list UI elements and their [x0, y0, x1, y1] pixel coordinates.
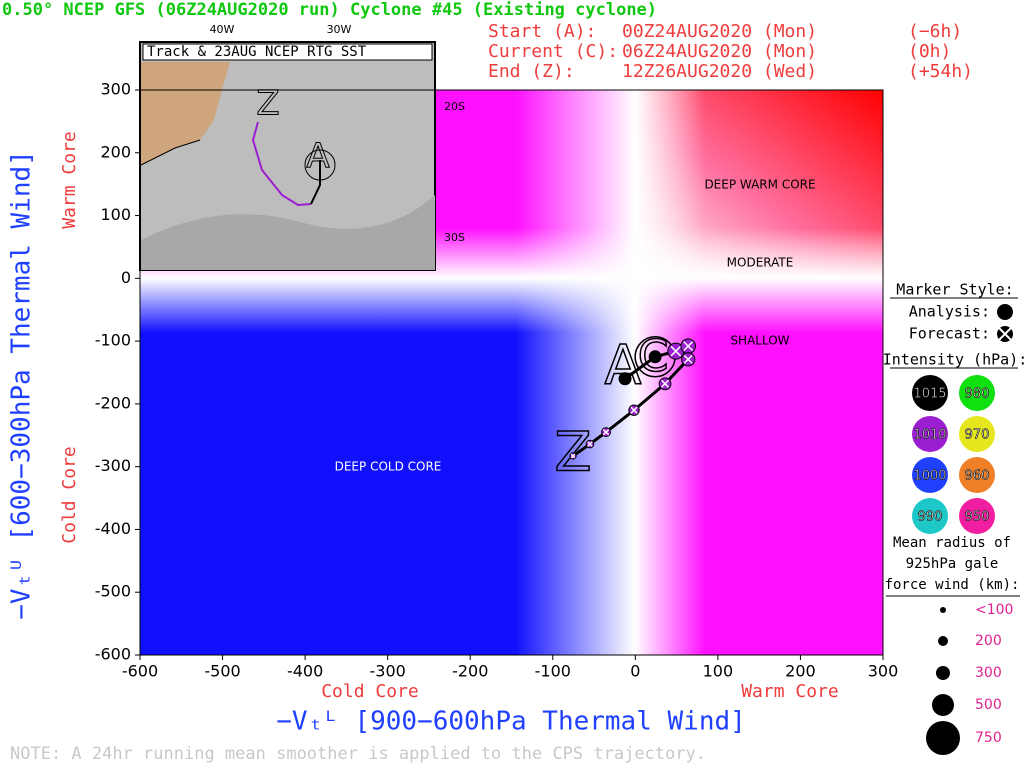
- y-tick-label: -300: [95, 456, 131, 475]
- intensity-label: 1015: [913, 387, 946, 402]
- intensity-label: 960: [965, 469, 990, 484]
- intensity-label: 1010: [913, 428, 946, 443]
- analysis-point: [618, 372, 632, 386]
- forecast-cross: [602, 428, 610, 436]
- y-tick-label: 300: [100, 80, 131, 99]
- y-axis-label: −Vₜᵁ [600−300hPa Thermal Wind]: [7, 150, 37, 620]
- legend-swatch: [997, 304, 1013, 320]
- inset-title: Track & 23AUG NCEP RTG SST: [147, 44, 367, 60]
- plot-frame: [139, 89, 884, 656]
- intensity-swatch: [959, 498, 995, 534]
- x-tick-label: 200: [785, 662, 816, 681]
- inset-lat-label: 30S: [444, 231, 465, 244]
- x-side-label: Cold Core: [321, 681, 419, 702]
- intensity-label: 980: [965, 387, 990, 402]
- radius-swatch: [926, 721, 960, 755]
- radius-swatch: [940, 607, 946, 613]
- chart-title: 0.50° NCEP GFS (06Z24AUG2020 run) Cyclon…: [2, 0, 657, 20]
- intensity-label: 950: [965, 510, 990, 525]
- x-tick-label: -400: [287, 662, 323, 681]
- run-info: 06Z24AUG2020 (Mon): [622, 41, 817, 62]
- intensity-swatch: [959, 416, 995, 452]
- x-tick-label: -100: [535, 662, 571, 681]
- y-tick-label: -500: [95, 582, 131, 601]
- forecast-cross: [630, 406, 638, 414]
- intensity-swatch: [912, 498, 948, 534]
- forecast-cross: [683, 354, 693, 364]
- y-tick-label: 200: [100, 142, 131, 161]
- track-letter: Z: [555, 421, 592, 484]
- x-tick-label: 300: [868, 662, 899, 681]
- intensity-label: 990: [918, 510, 943, 525]
- forecast-cross: [570, 453, 576, 459]
- footnote: NOTE: A 24hr running mean smoother is ap…: [10, 744, 706, 764]
- radius-label: 500: [975, 697, 1002, 713]
- forecast-cross: [683, 341, 694, 352]
- analysis-point: [648, 350, 662, 364]
- radius-label: <100: [975, 602, 1013, 618]
- intensity-label: 970: [965, 428, 990, 443]
- legend-cross: [998, 327, 1012, 341]
- legend-entry: Forecast:: [909, 325, 990, 343]
- radius-swatch: [938, 636, 948, 646]
- legend-title: Mean radius of: [893, 535, 1011, 551]
- y-tick-label: 100: [100, 205, 131, 224]
- y-tick-label: -400: [95, 519, 131, 538]
- legend-title: 925hPa gale: [906, 556, 999, 572]
- x-tick-label: -600: [122, 662, 158, 681]
- radius-label: 300: [975, 665, 1002, 681]
- x-tick-label: 100: [703, 662, 734, 681]
- radius-label: 200: [975, 633, 1002, 649]
- intensity-swatch: [912, 375, 948, 411]
- inset-map: A Z: [139, 41, 436, 271]
- region-label: DEEP WARM CORE: [704, 178, 815, 192]
- y-side-label: Warm Core: [59, 131, 80, 229]
- x-tick-label: -300: [370, 662, 406, 681]
- x-tick-label: -500: [204, 662, 240, 681]
- forecast-cross: [660, 379, 670, 388]
- region-label: SHALLOW: [730, 334, 789, 348]
- intensity-swatch: [912, 416, 948, 452]
- forecast-cross: [587, 441, 593, 447]
- x-tick-label: 0: [630, 662, 640, 681]
- intensity-swatch: [959, 375, 995, 411]
- run-info: End (Z):: [488, 61, 575, 82]
- radius-swatch: [932, 694, 954, 716]
- track-letter: A: [605, 333, 642, 396]
- inset-lat-label: 20S: [444, 100, 465, 113]
- x-tick-label: -200: [452, 662, 488, 681]
- legend-title: force wind (km):: [885, 577, 1020, 593]
- run-info: Current (C):: [488, 41, 618, 62]
- run-info: (+54h): [908, 61, 973, 82]
- intensity-swatch: [912, 457, 948, 493]
- legend-entry: Analysis:: [909, 303, 990, 321]
- y-tick-label: -200: [95, 393, 131, 412]
- forecast-cross: [670, 345, 682, 357]
- y-side-label: Cold Core: [59, 446, 80, 544]
- run-info: 12Z26AUG2020 (Wed): [622, 61, 817, 82]
- intensity-label: 1000: [913, 469, 946, 484]
- x-side-label: Warm Core: [741, 681, 839, 702]
- inset-lon-label: 40W: [210, 23, 235, 36]
- radius-label: 750: [975, 730, 1002, 746]
- inset-lon-label: 30W: [327, 23, 352, 36]
- run-info: Start (A):: [488, 21, 596, 42]
- run-info: 00Z24AUG2020 (Mon): [622, 21, 817, 42]
- x-axis-label: −Vₜᴸ [900−600hPa Thermal Wind]: [276, 707, 746, 737]
- region-label: DEEP COLD CORE: [335, 460, 442, 474]
- y-tick-label: 0: [121, 268, 131, 287]
- run-info: (0h): [908, 41, 951, 62]
- y-tick-label: -100: [95, 331, 131, 350]
- legend-title: Intensity (hPa):: [883, 351, 1024, 369]
- svg-text:A: A: [306, 137, 329, 177]
- radius-swatch: [936, 666, 950, 680]
- intensity-swatch: [959, 457, 995, 493]
- region-label: MODERATE: [727, 256, 794, 270]
- y-tick-label: -600: [95, 645, 131, 664]
- legend-title: Marker Style:: [896, 281, 1013, 299]
- phase-background: [140, 90, 883, 655]
- run-info: (−6h): [908, 21, 962, 42]
